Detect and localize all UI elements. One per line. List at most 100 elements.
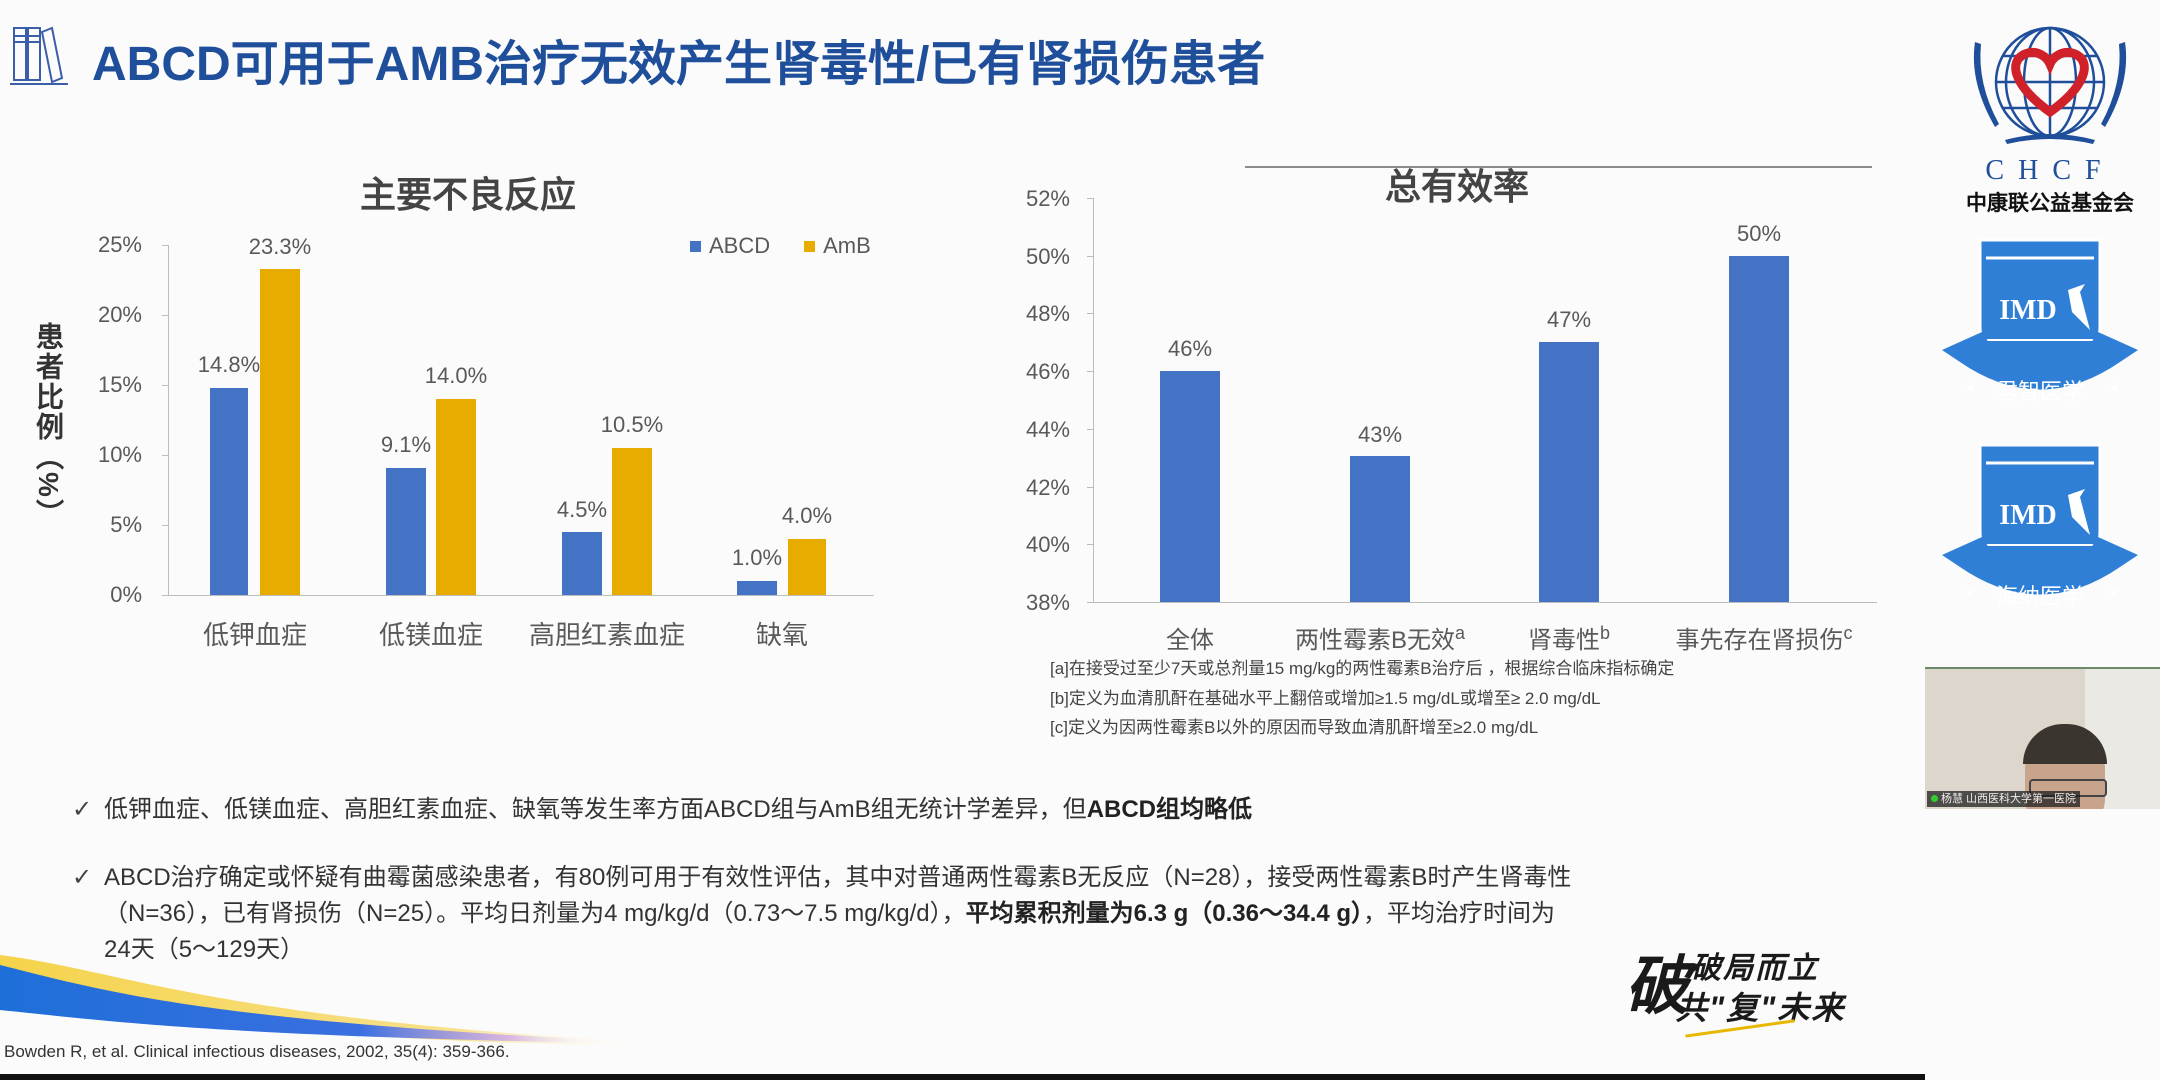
legend-swatch-amb bbox=[804, 240, 816, 252]
y-tick-label: 25% bbox=[97, 232, 142, 257]
y-tick-label: 52% bbox=[1025, 186, 1070, 211]
y-tick bbox=[1087, 429, 1093, 430]
bar-abcd-hypokalemia bbox=[210, 388, 248, 595]
speaker-nametag: 杨慧 山西医科大学第一医院 bbox=[1927, 791, 2081, 807]
y-tick bbox=[162, 525, 168, 526]
bar-amb-hypomagnesemia bbox=[436, 399, 476, 595]
left-chart-ylabel: 患者比例（%） bbox=[33, 322, 64, 529]
y-tick bbox=[1087, 487, 1093, 488]
legend-label-abcd: ABCD bbox=[709, 233, 771, 258]
shield-badge-icon: IMD ★ ★ bbox=[1942, 443, 2138, 600]
check-icon: ✓ bbox=[72, 864, 93, 891]
bar-amb-hyperbilirubinemia bbox=[612, 448, 652, 595]
y-tick-label: 42% bbox=[1025, 475, 1070, 500]
bar-preexisting-renal bbox=[1729, 256, 1789, 602]
value-label: 14.8% bbox=[197, 352, 261, 377]
bar-amb-failure bbox=[1350, 456, 1410, 602]
y-tick-label: 38% bbox=[1025, 590, 1070, 615]
value-label: 14.0% bbox=[424, 363, 488, 388]
left-chart-x-axis bbox=[162, 595, 874, 596]
imd-name-2: 海纳医学 bbox=[1995, 584, 2084, 609]
y-tick-label: 44% bbox=[1025, 417, 1070, 442]
y-tick-label: 0% bbox=[110, 582, 142, 607]
slogan-logo: 破 破局而立 共"复"未来 bbox=[1625, 935, 1875, 1038]
y-tick-label: 40% bbox=[1025, 532, 1070, 557]
books-icon bbox=[10, 26, 68, 85]
right-chart-x-axis bbox=[1087, 602, 1877, 603]
y-tick bbox=[1087, 256, 1093, 257]
value-label: 50% bbox=[1736, 221, 1782, 246]
value-label: 23.3% bbox=[248, 234, 312, 259]
y-tick-label: 46% bbox=[1025, 359, 1070, 384]
chcf-name: 中康联公益基金会 bbox=[1966, 192, 2134, 215]
y-tick bbox=[1087, 371, 1093, 372]
imd-logo-junzhi: IMD ★ ★ 君智医学 bbox=[1940, 232, 2140, 407]
speaker-video[interactable]: 杨慧 山西医科大学第一医院 bbox=[1925, 667, 2160, 809]
svg-text:★: ★ bbox=[1964, 584, 1977, 600]
slide-title: ABCD可用于AMB治疗无效产生肾毒性/已有肾损伤患者 bbox=[92, 38, 1266, 91]
y-tick-label: 15% bbox=[97, 372, 142, 397]
y-tick bbox=[1087, 198, 1093, 199]
svg-text:★: ★ bbox=[2108, 379, 2121, 395]
bar-overall bbox=[1160, 371, 1220, 602]
footnote-c: [c]定义为因两性霉素B以外的原因而导致血清肌酐增至≥2.0 mg/dL bbox=[1050, 718, 1539, 737]
value-label: 10.5% bbox=[600, 412, 664, 437]
footnote-a: [a]在接受过至少7天或总剂量15 mg/kg的两性霉素B治疗后 ，根据综合临床… bbox=[1050, 659, 1675, 678]
legend-label-amb: AmB bbox=[823, 233, 871, 258]
bullet-2: ✓ ABCD治疗确定或怀疑有曲霉菌感染患者，有80例可用于有效性评估，其中对普通两… bbox=[72, 860, 1892, 968]
left-chart-title: 主要不良反应 bbox=[360, 174, 577, 215]
imd-logo-haina: IMD ★ ★ 海纳医学 bbox=[1940, 437, 2140, 612]
slogan-big-char: 破 bbox=[1625, 950, 1689, 1022]
bar-nephrotoxicity bbox=[1539, 342, 1599, 602]
legend-swatch-abcd bbox=[690, 240, 701, 252]
category-label: 肾毒性b bbox=[1527, 623, 1610, 654]
category-label: 低钾血症 bbox=[202, 620, 307, 650]
y-tick-label: 20% bbox=[97, 302, 142, 327]
y-tick-label: 48% bbox=[1025, 301, 1070, 326]
globe-heart-icon bbox=[1973, 26, 2127, 144]
svg-text:IMD: IMD bbox=[1999, 500, 2057, 531]
chcf-logo: CHCF 中康联公益基金会 bbox=[1945, 12, 2155, 215]
check-icon: ✓ bbox=[72, 796, 93, 823]
right-chart-y-axis bbox=[1093, 198, 1094, 602]
footnote-b: [b]定义为血清肌酐在基础水平上翻倍或增加≥1.5 mg/dL或增至≥ 2.0 … bbox=[1050, 689, 1601, 708]
category-label: 事先存在肾损伤c bbox=[1675, 623, 1853, 654]
y-tick-label: 10% bbox=[97, 442, 142, 467]
slogan-line1: 破局而立 bbox=[1691, 952, 1819, 985]
bar-abcd-hyperbilirubinemia bbox=[562, 532, 602, 595]
value-label: 9.1% bbox=[380, 432, 432, 457]
value-label: 47% bbox=[1546, 307, 1592, 332]
value-label: 1.0% bbox=[731, 545, 783, 570]
divider-line bbox=[1245, 166, 1872, 168]
right-chart-title: 总有效率 bbox=[1385, 166, 1530, 207]
value-label: 4.0% bbox=[781, 503, 833, 528]
left-chart-y-axis bbox=[168, 245, 169, 595]
value-label: 4.5% bbox=[556, 497, 608, 522]
value-label: 43% bbox=[1357, 422, 1403, 447]
category-label: 高胆红素血症 bbox=[528, 620, 685, 650]
category-label: 缺氧 bbox=[755, 620, 808, 650]
imd-name-1: 君智医学 bbox=[1995, 379, 2084, 404]
mic-active-icon bbox=[1931, 795, 1938, 802]
bar-amb-hypoxia bbox=[788, 539, 826, 595]
bar-amb-hypokalemia bbox=[260, 269, 300, 595]
category-label: 低镁血症 bbox=[378, 620, 483, 650]
shield-badge-icon: IMD ★ ★ bbox=[1942, 238, 2138, 395]
y-tick bbox=[1087, 313, 1093, 314]
y-tick-label: 5% bbox=[110, 512, 142, 537]
value-label: 46% bbox=[1167, 336, 1213, 361]
citation: Bowden R, et al. Clinical infectious dis… bbox=[4, 1042, 510, 1061]
slogan-line2: 共"复"未来 bbox=[1675, 990, 1846, 1026]
left-chart-legend: ABCD AmB bbox=[690, 233, 871, 259]
y-tick-label: 50% bbox=[1025, 244, 1070, 269]
bottom-bar bbox=[0, 1074, 1925, 1080]
category-label: 两性霉素B无效a bbox=[1294, 623, 1466, 654]
svg-text:★: ★ bbox=[2108, 584, 2121, 600]
chcf-abbr: CHCF bbox=[1985, 155, 2115, 186]
category-label: 全体 bbox=[1166, 627, 1214, 654]
y-tick bbox=[162, 385, 168, 386]
svg-text:★: ★ bbox=[1964, 379, 1977, 395]
y-tick bbox=[1087, 544, 1093, 545]
bar-abcd-hypoxia bbox=[737, 581, 777, 595]
bar-abcd-hypomagnesemia bbox=[386, 468, 426, 595]
